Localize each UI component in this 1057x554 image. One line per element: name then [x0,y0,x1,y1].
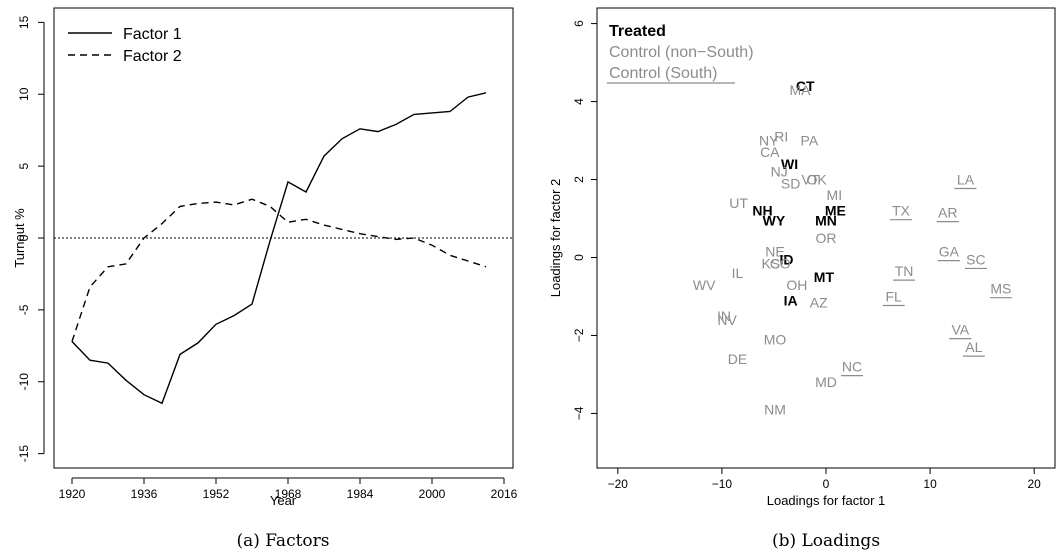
y-tick-label: 15 [17,15,31,29]
y-tick-label: 0 [17,234,31,241]
state-label-sc: SC [966,251,985,267]
state-label-mi: MI [827,187,843,203]
state-label-va: VA [951,322,969,338]
y-tick-label: −2 [572,328,586,342]
state-label-sd: SD [781,175,800,191]
state-label-oh: OH [786,277,807,293]
y-tick-label: 6 [572,20,586,27]
x-tick-label: 1984 [347,487,374,501]
x-tick-label: 0 [823,477,830,491]
state-label-ri: RI [774,129,788,145]
series-line-factor-1 [71,92,487,405]
series-line-factor-2 [71,198,487,342]
x-tick-label: 2000 [419,487,446,501]
legend-label-treated: Treated [609,23,666,40]
state-label-ma: MA [789,82,811,98]
loadings-y-axis: −4 −2 0 2 4 6 [572,20,597,420]
factors-y-axis-label: Turnout % [12,208,27,268]
state-label-la: LA [957,172,975,188]
caption-factors: (a) Factors [236,531,329,551]
factors-plot-area [54,92,513,405]
y-tick-label: -10 [17,373,31,391]
y-tick-label: −4 [572,406,586,420]
y-tick-label: 0 [572,254,586,261]
legend-label: Factor 2 [123,48,182,65]
state-label-nm: NM [764,402,786,418]
y-tick-label: 2 [572,176,586,183]
state-label-az: AZ [810,294,828,310]
caption-loadings: (b) Loadings [772,531,880,551]
state-label-vt: VT [801,172,819,188]
state-label-nc: NC [842,359,862,375]
state-label-mt: MT [814,269,835,285]
state-label-tn: TN [895,263,914,279]
state-label-ca: CA [760,144,780,160]
state-label-id: ID [779,251,793,267]
state-label-tx: TX [892,203,911,219]
state-label-ne: NE [765,244,784,260]
x-tick-label: 10 [923,477,937,491]
state-label-co: CO [770,255,791,271]
legend-label-south: Control (South) [609,65,718,82]
state-label-pa: PA [801,133,819,149]
state-label-ms: MS [990,281,1011,297]
x-tick-label: 2016 [491,487,518,501]
state-label-de: DE [728,351,747,367]
x-tick-label: 20 [1028,477,1042,491]
state-label-ks: KS [761,255,780,271]
x-tick-label: 1952 [203,487,230,501]
state-label-ga: GA [939,244,960,260]
x-tick-label: 1968 [275,487,302,501]
legend-label: Factor 1 [123,26,182,43]
x-tick-label: 1936 [131,487,158,501]
x-tick-label: 1920 [59,487,86,501]
state-label-ar: AR [938,205,957,221]
y-tick-label: 4 [572,98,586,105]
state-label-ct: CT [796,78,815,94]
state-label-ut: UT [729,195,748,211]
y-tick-label: -15 [17,445,31,463]
state-label-ok: OK [807,172,828,188]
state-label-nh: NH [752,203,772,219]
loadings-legend: Treated Control (non−South) Control (South… [607,23,754,84]
state-label-ny: NY [759,133,779,149]
state-label-me: ME [825,203,846,219]
state-label-al: AL [965,339,982,355]
state-label-il: IL [732,265,744,281]
state-label-wy: WY [763,212,786,228]
state-label-mo: MO [764,331,787,347]
y-tick-label: -5 [17,304,31,315]
state-label-in: IN [717,308,731,324]
factors-x-axis-label: Year [270,493,297,508]
x-tick-label: −10 [712,477,733,491]
state-label-or: OR [816,230,837,246]
state-label-nv: NV [717,312,737,328]
y-tick-label: 5 [17,162,31,169]
state-label-nj: NJ [771,164,788,180]
state-label-wv: WV [693,277,716,293]
state-label-wi: WI [781,156,798,172]
state-label-mn: MN [815,212,837,228]
state-label-md: MD [815,374,837,390]
legend-label-control: Control (non−South) [609,44,754,61]
factors-y-axis: -15 -10 -5 0 5 10 15 [17,15,45,463]
loadings-x-axis-label: Loadings for factor 1 [767,493,886,508]
state-label-fl: FL [885,288,902,304]
loadings-y-axis-label: Loadings for factor 2 [548,179,563,298]
y-tick-label: 10 [17,87,31,101]
x-tick-label: −20 [608,477,629,491]
factors-legend: Factor 1 Factor 2 [68,26,182,65]
factors-x-axis: 1920 1936 1952 1968 1984 2000 2016 [59,477,518,501]
state-label-ia: IA [784,292,798,308]
loadings-x-axis: −20 −10 0 10 20 [608,467,1042,491]
